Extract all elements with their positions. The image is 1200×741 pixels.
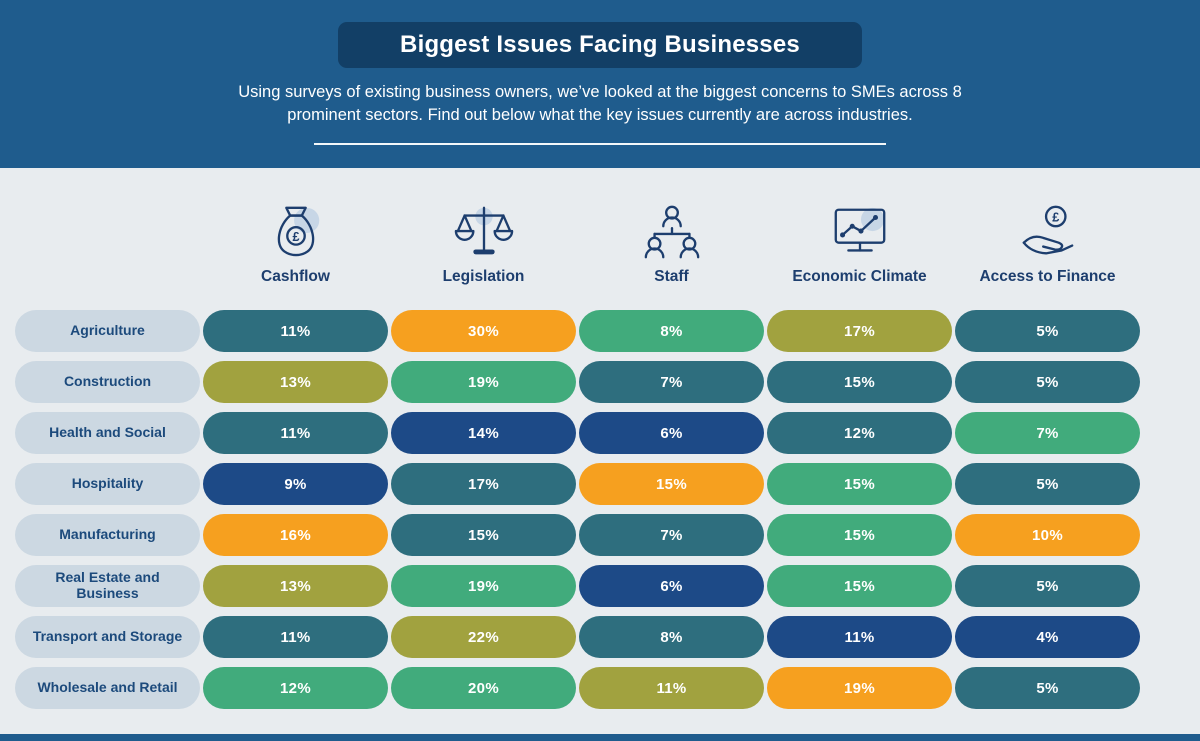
sector-row: Construction 13% 19% 7% 15% 5%	[15, 361, 1200, 403]
value-pill: 11%	[579, 667, 764, 709]
value-pill: 5%	[955, 310, 1140, 352]
column-label: Legislation	[442, 268, 525, 285]
value-pill: 12%	[767, 412, 952, 454]
sector-label: Construction	[15, 361, 200, 403]
divider-line	[314, 142, 886, 145]
column-label: Economic Climate	[792, 268, 927, 285]
value-pill: 6%	[579, 565, 764, 607]
staff-org-icon	[644, 205, 699, 259]
value-pill: 5%	[955, 361, 1140, 403]
value-pill: 7%	[579, 361, 764, 403]
subtitle-line-2: prominent sectors. Find out below what t…	[287, 106, 913, 125]
value-pill: 5%	[955, 463, 1140, 505]
column-header-legislation: Legislation	[391, 202, 576, 298]
sector-label: Health and Social	[15, 412, 200, 454]
sector-row: Agriculture 11% 30% 8% 17% 5%	[15, 310, 1200, 352]
value-pill: 15%	[767, 361, 952, 403]
sector-label: Manufacturing	[15, 514, 200, 556]
value-pill: 5%	[955, 565, 1140, 607]
sector-label: Wholesale and Retail	[15, 667, 200, 709]
matrix-rows: Agriculture 11% 30% 8% 17% 5% Construction 13% 1…	[15, 310, 1200, 709]
value-pill: 13%	[203, 565, 388, 607]
header-band: Biggest Issues Facing Businesses Using s…	[0, 0, 1200, 168]
title-banner: Biggest Issues Facing Businesses	[338, 22, 862, 68]
value-pill: 11%	[203, 616, 388, 658]
column-label: Access to Finance	[979, 268, 1116, 285]
bottom-strip	[0, 734, 1200, 741]
value-pill: 17%	[767, 310, 952, 352]
sector-row: Hospitality 9% 17% 15% 15% 5%	[15, 463, 1200, 505]
value-pill: 11%	[767, 616, 952, 658]
sector-row: Health and Social 11% 14% 6% 12% 7%	[15, 412, 1200, 454]
value-pill: 15%	[391, 514, 576, 556]
value-pill: 8%	[579, 616, 764, 658]
value-pill: 11%	[203, 412, 388, 454]
value-pill: 19%	[391, 361, 576, 403]
svg-text:£: £	[1052, 210, 1059, 224]
value-pill: 15%	[767, 463, 952, 505]
value-pill: 19%	[391, 565, 576, 607]
svg-text:£: £	[292, 230, 299, 244]
money-bag-icon: £	[277, 206, 319, 257]
sector-label: Hospitality	[15, 463, 200, 505]
subtitle-line-1: Using surveys of existing business owner…	[238, 83, 962, 101]
value-pill: 11%	[203, 310, 388, 352]
value-pill: 19%	[767, 667, 952, 709]
sector-row: Wholesale and Retail 12% 20% 11% 19% 5%	[15, 667, 1200, 709]
value-pill: 6%	[579, 412, 764, 454]
value-pill: 15%	[767, 514, 952, 556]
value-pill: 8%	[579, 310, 764, 352]
value-pill: 15%	[579, 463, 764, 505]
page-title: Biggest Issues Facing Businesses	[400, 31, 800, 58]
column-header-row: £ Cashflow Legislation	[15, 202, 1200, 298]
sector-label: Agriculture	[15, 310, 200, 352]
column-label: Staff	[654, 268, 689, 285]
subtitle: Using surveys of existing business owner…	[110, 81, 1090, 128]
value-pill: 7%	[955, 412, 1140, 454]
column-label: Cashflow	[261, 268, 330, 285]
sector-label: Real Estate and Business	[15, 565, 200, 607]
value-pill: 15%	[767, 565, 952, 607]
sector-row: Real Estate and Business 13% 19% 6% 15% 5%	[15, 565, 1200, 607]
value-pill: 22%	[391, 616, 576, 658]
sector-label: Transport and Storage	[15, 616, 200, 658]
value-pill: 10%	[955, 514, 1140, 556]
sector-row: Manufacturing 16% 15% 7% 15% 10%	[15, 514, 1200, 556]
value-pill: 20%	[391, 667, 576, 709]
value-pill: 7%	[579, 514, 764, 556]
matrix-content: £ Cashflow Legislation	[0, 202, 1200, 709]
value-pill: 9%	[203, 463, 388, 505]
sector-row: Transport and Storage 11% 22% 8% 11% 4%	[15, 616, 1200, 658]
value-pill: 16%	[203, 514, 388, 556]
value-pill: 5%	[955, 667, 1140, 709]
column-header-economic-climate: Economic Climate	[767, 202, 952, 298]
value-pill: 14%	[391, 412, 576, 454]
value-pill: 13%	[203, 361, 388, 403]
column-header-cashflow: £ Cashflow	[203, 202, 388, 298]
hand-coin-icon: £	[1022, 205, 1073, 255]
column-header-access-to-finance: £ Access to Finance	[955, 202, 1140, 298]
value-pill: 4%	[955, 616, 1140, 658]
scales-icon	[454, 206, 513, 255]
value-pill: 12%	[203, 667, 388, 709]
monitor-chart-icon	[834, 207, 885, 252]
value-pill: 17%	[391, 463, 576, 505]
value-pill: 30%	[391, 310, 576, 352]
column-header-staff: Staff	[579, 202, 764, 298]
